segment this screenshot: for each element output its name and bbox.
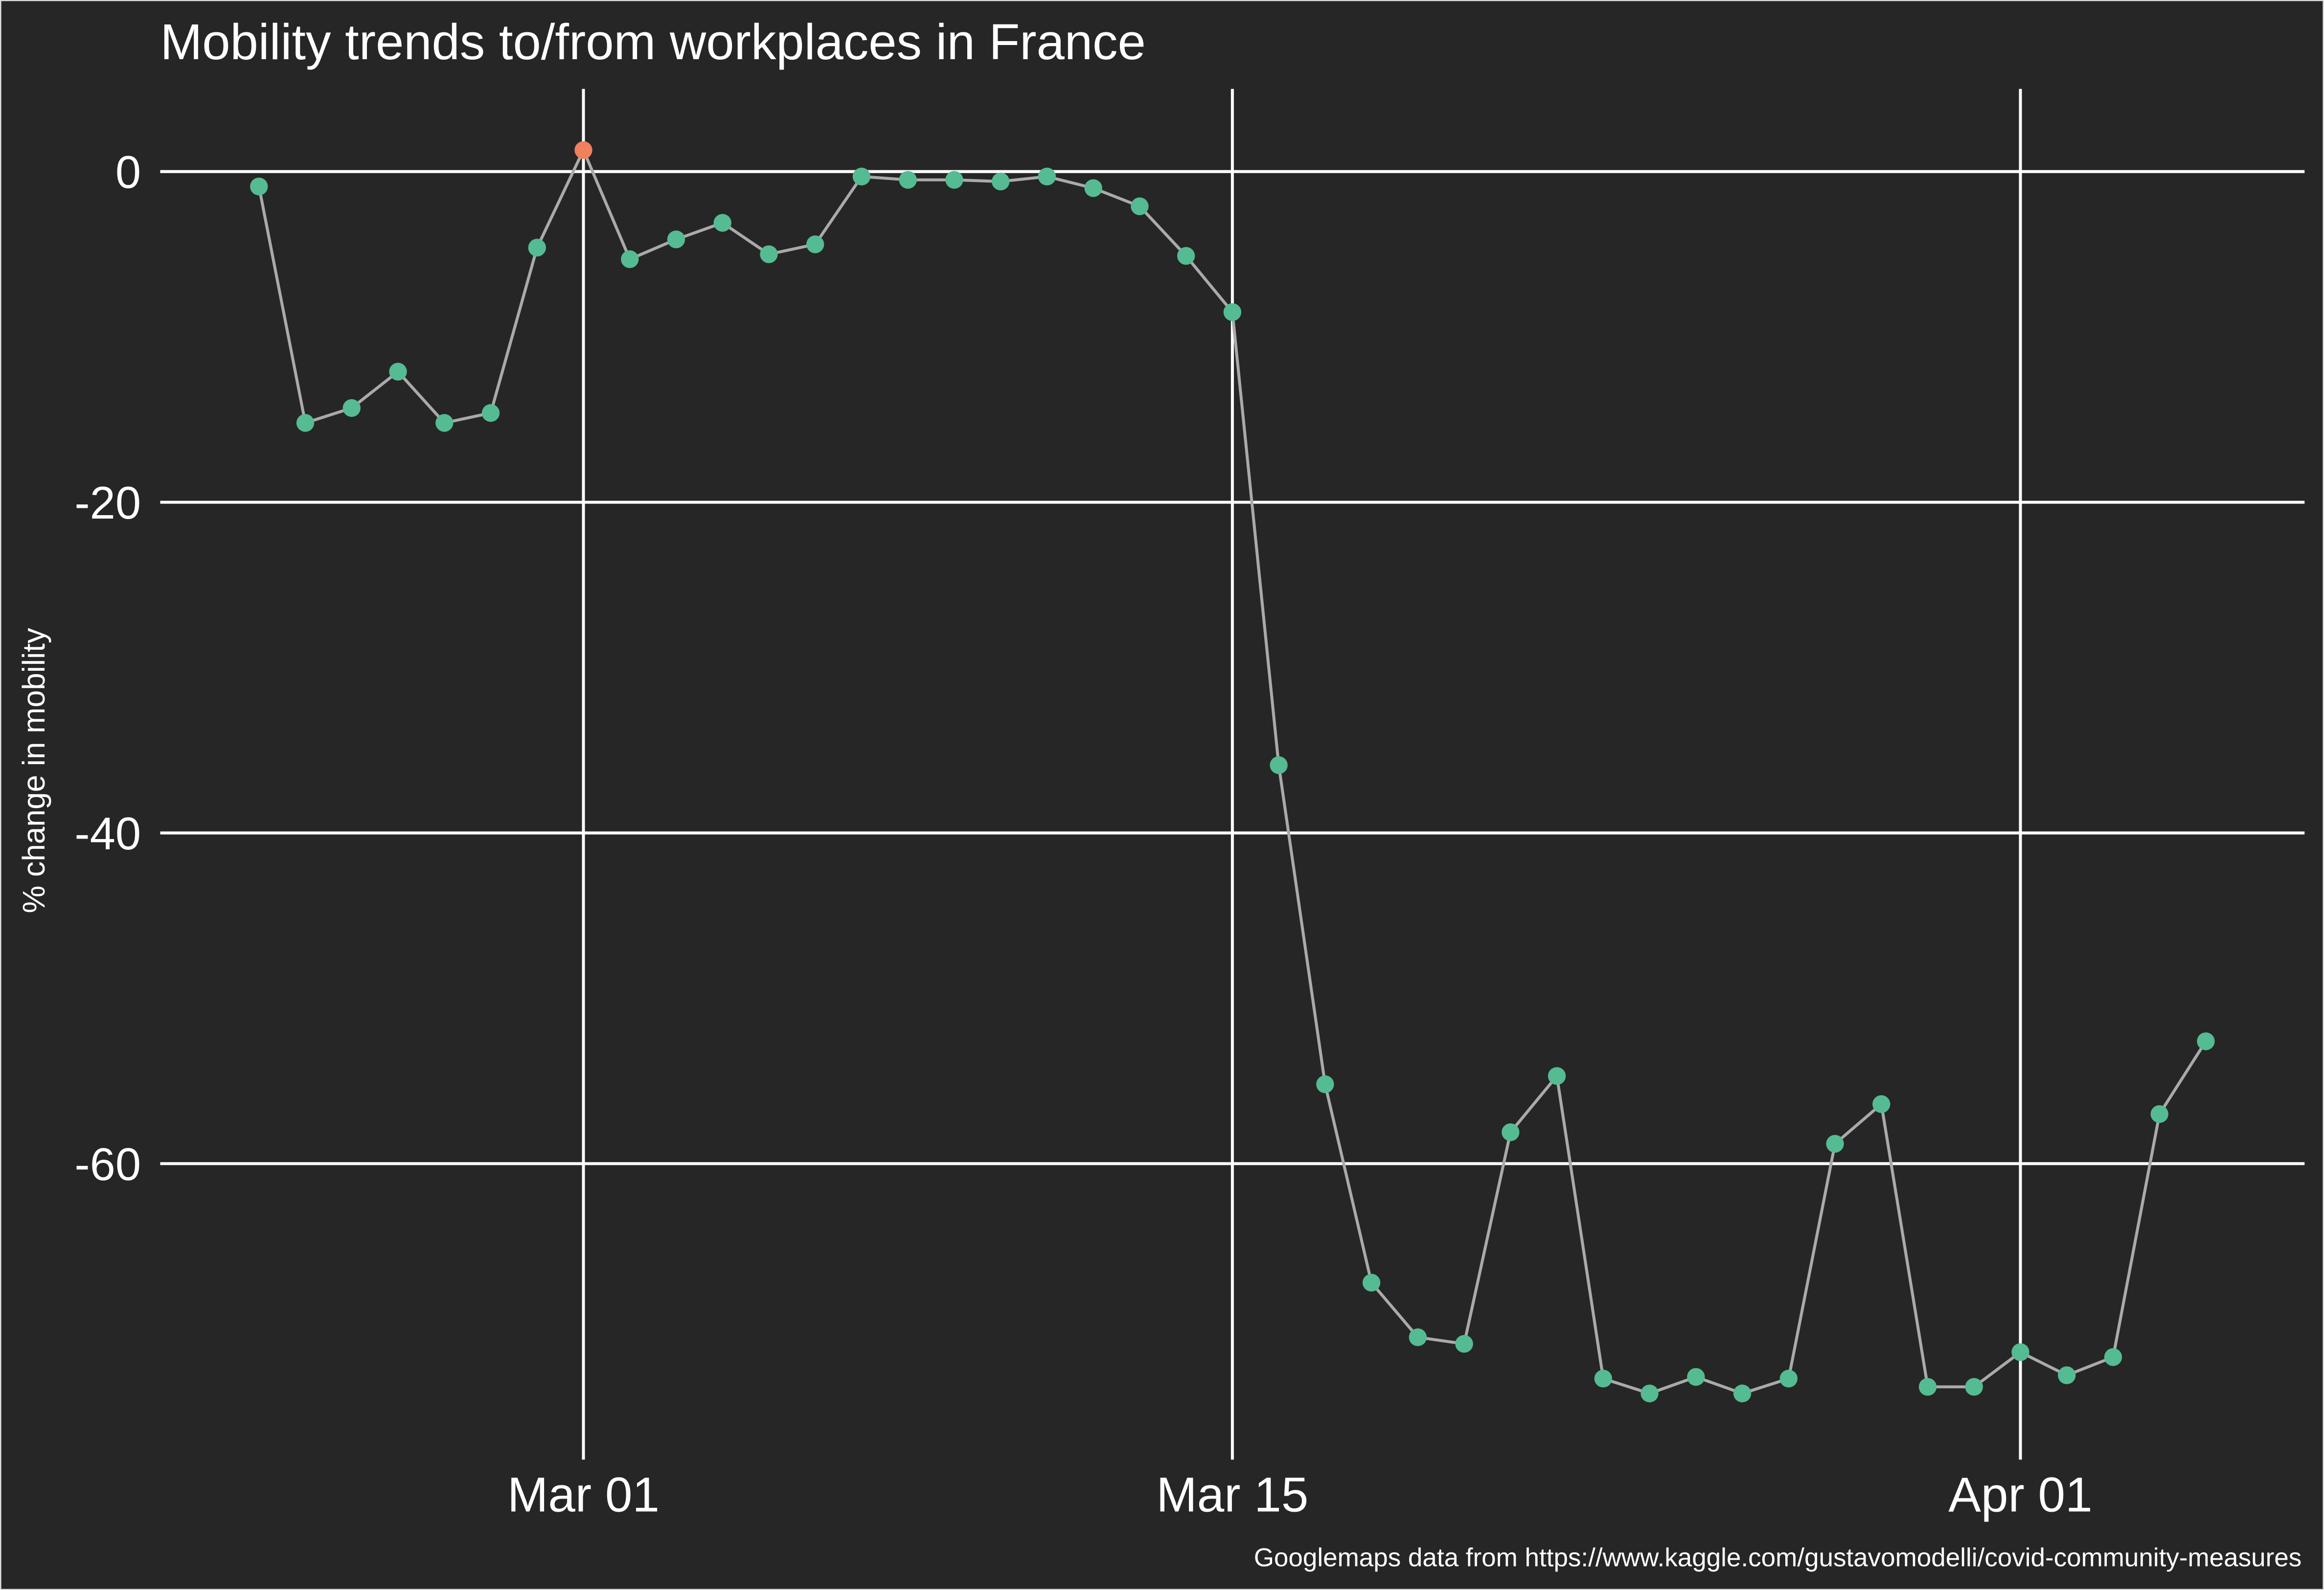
point bbox=[1687, 1368, 1705, 1386]
point bbox=[1965, 1378, 1983, 1396]
point bbox=[1779, 1369, 1798, 1388]
point bbox=[342, 399, 361, 417]
point bbox=[1316, 1075, 1334, 1093]
point bbox=[528, 239, 546, 257]
point bbox=[1918, 1378, 1937, 1396]
point bbox=[713, 214, 731, 232]
point bbox=[760, 245, 778, 263]
marks bbox=[250, 141, 2215, 1403]
point bbox=[1270, 756, 1288, 774]
point bbox=[1409, 1328, 1427, 1346]
y-tick-label: 0 bbox=[115, 146, 141, 198]
y-tick-label: -40 bbox=[74, 808, 141, 859]
y-tick-label: -60 bbox=[74, 1138, 141, 1190]
chart-title: Mobility trends to/from workplaces in Fr… bbox=[160, 14, 1145, 70]
point bbox=[481, 404, 500, 422]
point bbox=[1362, 1273, 1381, 1292]
point bbox=[2150, 1105, 2168, 1123]
point bbox=[991, 172, 1010, 191]
point bbox=[296, 414, 315, 432]
point bbox=[2011, 1343, 2029, 1361]
point bbox=[1223, 303, 1242, 321]
point bbox=[1131, 197, 1149, 215]
point bbox=[852, 167, 871, 186]
point bbox=[1548, 1067, 1566, 1085]
point bbox=[389, 363, 407, 381]
point bbox=[667, 230, 685, 249]
point bbox=[574, 141, 592, 159]
point bbox=[1733, 1385, 1752, 1403]
point bbox=[1177, 247, 1195, 265]
point bbox=[1038, 167, 1056, 186]
point bbox=[945, 171, 963, 189]
point bbox=[435, 414, 454, 432]
point bbox=[1826, 1135, 1844, 1153]
y-tick-label: -20 bbox=[74, 477, 141, 528]
point bbox=[2058, 1366, 2076, 1385]
point bbox=[1594, 1369, 1612, 1388]
x-tick-label: Mar 01 bbox=[507, 1468, 660, 1522]
point bbox=[1502, 1123, 1520, 1141]
point bbox=[1640, 1385, 1659, 1403]
point bbox=[250, 177, 268, 196]
point bbox=[2197, 1032, 2215, 1050]
point bbox=[1455, 1335, 1473, 1353]
point bbox=[1084, 179, 1102, 197]
point bbox=[2104, 1348, 2122, 1366]
y-axis-label: % change in mobility bbox=[17, 628, 51, 913]
point bbox=[1872, 1095, 1891, 1113]
point bbox=[899, 171, 917, 189]
point bbox=[621, 250, 639, 269]
x-tick-label: Apr 01 bbox=[1948, 1468, 2092, 1522]
caption: Googlemaps data from https://www.kaggle.… bbox=[1254, 1544, 2302, 1572]
point bbox=[806, 235, 824, 253]
x-tick-label: Mar 15 bbox=[1156, 1468, 1308, 1522]
